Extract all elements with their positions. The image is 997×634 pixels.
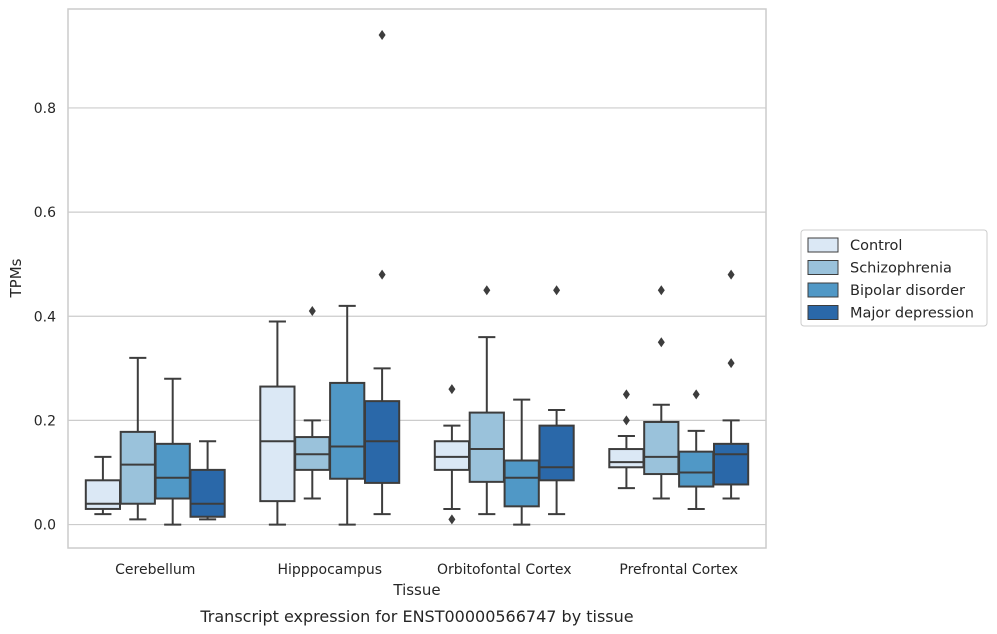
legend-label: Major depression — [850, 306, 974, 322]
legend-swatch — [807, 282, 839, 298]
legend-swatch — [807, 237, 839, 253]
y-tick-label: 0.8 — [34, 101, 56, 117]
box-iqr — [643, 420, 680, 476]
legend-label: Schizophrenia — [850, 261, 952, 277]
legend-label: Control — [850, 238, 902, 254]
plot-frame — [67, 8, 767, 549]
y-tick-label: 0.2 — [34, 413, 56, 429]
chart-caption: Transcript expression for ENST0000056674… — [199, 607, 633, 626]
x-tick-label: Hipppocampus — [277, 562, 382, 578]
box-iqr — [678, 450, 715, 488]
grid-lines — [68, 107, 766, 526]
box-bipolar-disorder — [329, 304, 366, 526]
box-bipolar-disorder — [678, 389, 715, 510]
legend-swatch — [807, 305, 839, 320]
box-iqr — [503, 459, 540, 508]
outlier-point — [553, 285, 561, 296]
legend: Control Schizophrenia Bipolar disorder Majo… — [800, 229, 988, 327]
box-iqr — [468, 411, 505, 483]
box-schizophrenia — [294, 306, 331, 500]
box-major-depression — [189, 440, 226, 521]
legend-frame — [800, 229, 988, 327]
box-control — [84, 455, 122, 516]
box-bipolar-disorder — [154, 377, 191, 526]
box-iqr — [189, 468, 226, 518]
y-axis-label: TPMs — [7, 258, 25, 298]
legend-swatch — [807, 260, 839, 275]
box-major-depression — [538, 285, 575, 516]
box-schizophrenia — [643, 285, 680, 500]
y-tick-labels: 0.0 0.2 0.4 0.6 0.8 — [34, 101, 56, 534]
outlier-point — [727, 358, 735, 369]
x-tick-label: Cerebellum — [115, 562, 195, 578]
outlier-point — [692, 389, 700, 400]
y-tick-label: 0.4 — [34, 309, 56, 325]
x-axis-label: Tissue — [392, 581, 440, 599]
outlier-point — [448, 514, 456, 525]
outlier-point — [727, 269, 735, 280]
outlier-point — [378, 269, 386, 280]
box-bipolar-disorder — [503, 398, 540, 526]
box-iqr — [433, 440, 471, 471]
y-tick-label: 0.0 — [34, 518, 56, 534]
boxes — [84, 30, 750, 526]
outlier-point — [657, 285, 665, 296]
y-tick-label: 0.6 — [34, 205, 56, 221]
box-iqr — [259, 385, 296, 503]
box-schizophrenia — [119, 356, 156, 521]
box-iqr — [154, 442, 191, 500]
legend-label: Bipolar disorder — [850, 283, 965, 299]
box-schizophrenia — [468, 285, 505, 516]
box-control — [608, 389, 645, 490]
box-major-depression — [712, 269, 750, 500]
outlier-point — [308, 306, 316, 317]
x-tick-label: Prefrontal Cortex — [619, 562, 738, 578]
box-iqr — [119, 430, 156, 505]
box-control — [433, 384, 471, 525]
box-iqr — [608, 448, 645, 469]
x-tick-labels: Cerebellum Hipppocampus Orbitofontal Corte… — [115, 562, 738, 578]
box-iqr — [538, 424, 575, 482]
outlier-point — [622, 415, 630, 426]
box-major-depression — [363, 30, 401, 516]
outlier-point — [483, 285, 491, 296]
box-iqr — [712, 442, 750, 486]
outlier-point — [657, 337, 665, 348]
outlier-point — [378, 30, 386, 41]
box-iqr — [329, 381, 366, 480]
box-control — [259, 320, 296, 526]
x-tick-label: Orbitofontal Cortex — [437, 562, 572, 578]
outlier-point — [622, 389, 630, 400]
outlier-point — [448, 384, 456, 395]
